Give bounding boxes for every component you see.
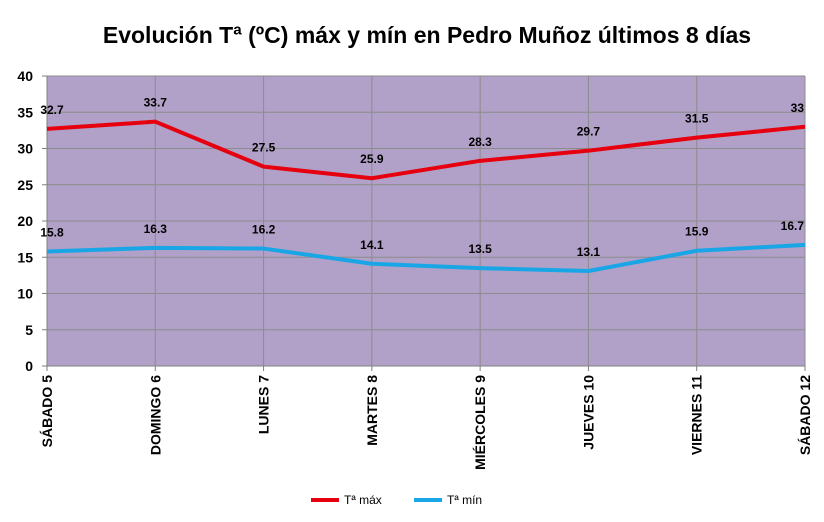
data-label: 15.9 [685,225,709,239]
y-tick-label: 35 [17,104,33,120]
y-tick-label: 5 [25,322,33,338]
data-label: 16.2 [252,223,276,237]
data-label: 27.5 [252,141,276,155]
data-label: 16.7 [781,219,805,233]
legend-item-min[interactable]: Tª mín [414,493,482,507]
data-label: 32.7 [40,103,64,117]
data-label: 16.3 [144,222,168,236]
data-label: 25.9 [360,152,384,166]
legend-label: Tª máx [344,493,382,507]
x-tick-label: DOMINGO 6 [147,375,163,455]
x-axis-ticks: SÁBADO 5 DOMINGO 6 LUNES 7 MARTES 8 MIÉRCOLE… [39,366,813,470]
data-label: 31.5 [685,112,709,126]
data-label: 14.1 [360,238,384,252]
y-tick-label: 40 [17,68,33,84]
y-tick-label: 25 [17,177,33,193]
data-label: 28.3 [468,135,492,149]
y-axis-ticks: 0 5 10 15 20 25 30 35 40 [17,68,47,374]
data-label: 15.8 [40,225,64,239]
y-tick-label: 10 [17,286,33,302]
x-tick-label: MARTES 8 [364,375,380,446]
legend[interactable]: Tª máx Tª mín [311,493,482,507]
x-tick-label: SÁBADO 12 [797,375,813,455]
data-label: 13.1 [577,245,601,259]
x-tick-label: LUNES 7 [256,375,272,434]
series-lines [46,119,806,274]
y-tick-label: 15 [17,249,33,265]
x-tick-label: JUEVES 10 [580,375,596,450]
data-label: 33 [791,101,805,115]
data-labels: 32.7 33.7 27.5 25.9 28.3 29.7 31.5 33 15.8 16.3 16… [40,96,804,259]
chart-title: Evolución Tª (ºC) máx y mín en Pedro Muñ… [102,22,752,48]
series-line-min [46,242,806,274]
data-label: 29.7 [577,125,601,139]
data-label: 33.7 [144,96,168,110]
y-tick-label: 30 [17,141,33,157]
y-tick-label: 20 [17,213,33,229]
x-tick-label: SÁBADO 5 [39,375,55,448]
legend-label: Tª mín [447,493,482,507]
data-label: 13.5 [468,242,492,256]
legend-item-max[interactable]: Tª máx [311,493,382,507]
x-tick-label: MIÉRCOLES 9 [472,375,488,470]
y-tick-label: 0 [25,358,33,374]
series-line-max [46,119,806,181]
x-tick-label: VIERNES 11 [689,375,705,455]
grid-lines [46,75,806,367]
